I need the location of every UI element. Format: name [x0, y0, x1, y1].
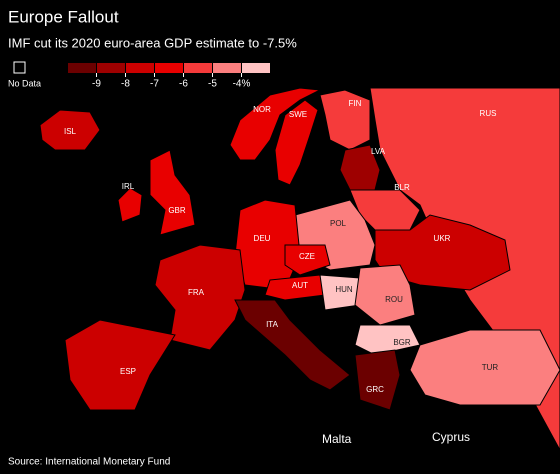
legend-swatch — [126, 63, 154, 73]
country — [64, 319, 176, 411]
country — [39, 109, 101, 151]
annotation: Malta — [322, 432, 352, 446]
country — [274, 99, 319, 186]
country — [117, 187, 143, 223]
country-label: CZE — [299, 252, 315, 261]
legend-swatch — [213, 63, 241, 73]
country — [354, 349, 401, 411]
legend-swatch — [242, 63, 270, 73]
country-label: BLR — [394, 183, 410, 192]
country — [264, 274, 326, 301]
country-label: GBR — [168, 206, 186, 215]
country-label: GRC — [366, 385, 384, 394]
country — [234, 299, 351, 391]
legend-tick-label: -8 — [121, 79, 130, 90]
country-label: ROU — [385, 295, 403, 304]
country-label: RUS — [480, 109, 497, 118]
country — [149, 149, 196, 236]
country — [154, 244, 246, 351]
country-label: NOR — [253, 105, 271, 114]
country-label: ITA — [266, 320, 279, 329]
legend-tick-label: -9 — [92, 79, 101, 90]
no-data-swatch — [13, 61, 26, 74]
subtitle: IMF cut its 2020 euro-area GDP estimate … — [8, 35, 297, 50]
country — [319, 89, 371, 151]
title: Europe Fallout — [8, 7, 119, 26]
country — [409, 329, 560, 406]
country-label: IRL — [122, 182, 135, 191]
legend-tick-label: -5 — [208, 79, 217, 90]
country-label: SWE — [289, 110, 307, 119]
legend-tick-label: -4% — [233, 79, 251, 90]
country-label: TUR — [482, 363, 499, 372]
legend-swatch — [184, 63, 212, 73]
legend-swatch — [155, 63, 183, 73]
country — [354, 324, 421, 356]
country-label: BGR — [393, 338, 411, 347]
country-label: HUN — [335, 285, 353, 294]
country-label: ESP — [120, 367, 136, 376]
country — [354, 264, 416, 326]
country-label: LVA — [371, 147, 386, 156]
legend-swatch — [97, 63, 125, 73]
country — [284, 244, 331, 276]
country-label: POL — [330, 219, 347, 228]
country-label: FIN — [349, 99, 362, 108]
legend-tick-label: -7 — [150, 79, 159, 90]
annotation: Cyprus — [432, 430, 470, 444]
country-label: DEU — [254, 234, 271, 243]
no-data-label: No Data — [8, 78, 41, 88]
legend-swatch — [68, 63, 96, 73]
source: Source: International Monetary Fund — [8, 457, 170, 468]
country-label: UKR — [434, 234, 451, 243]
country-label: ISL — [64, 127, 77, 136]
country-label: AUT — [292, 281, 308, 290]
country — [229, 87, 322, 161]
country-label: FRA — [188, 288, 205, 297]
legend-tick-label: -6 — [179, 79, 188, 90]
